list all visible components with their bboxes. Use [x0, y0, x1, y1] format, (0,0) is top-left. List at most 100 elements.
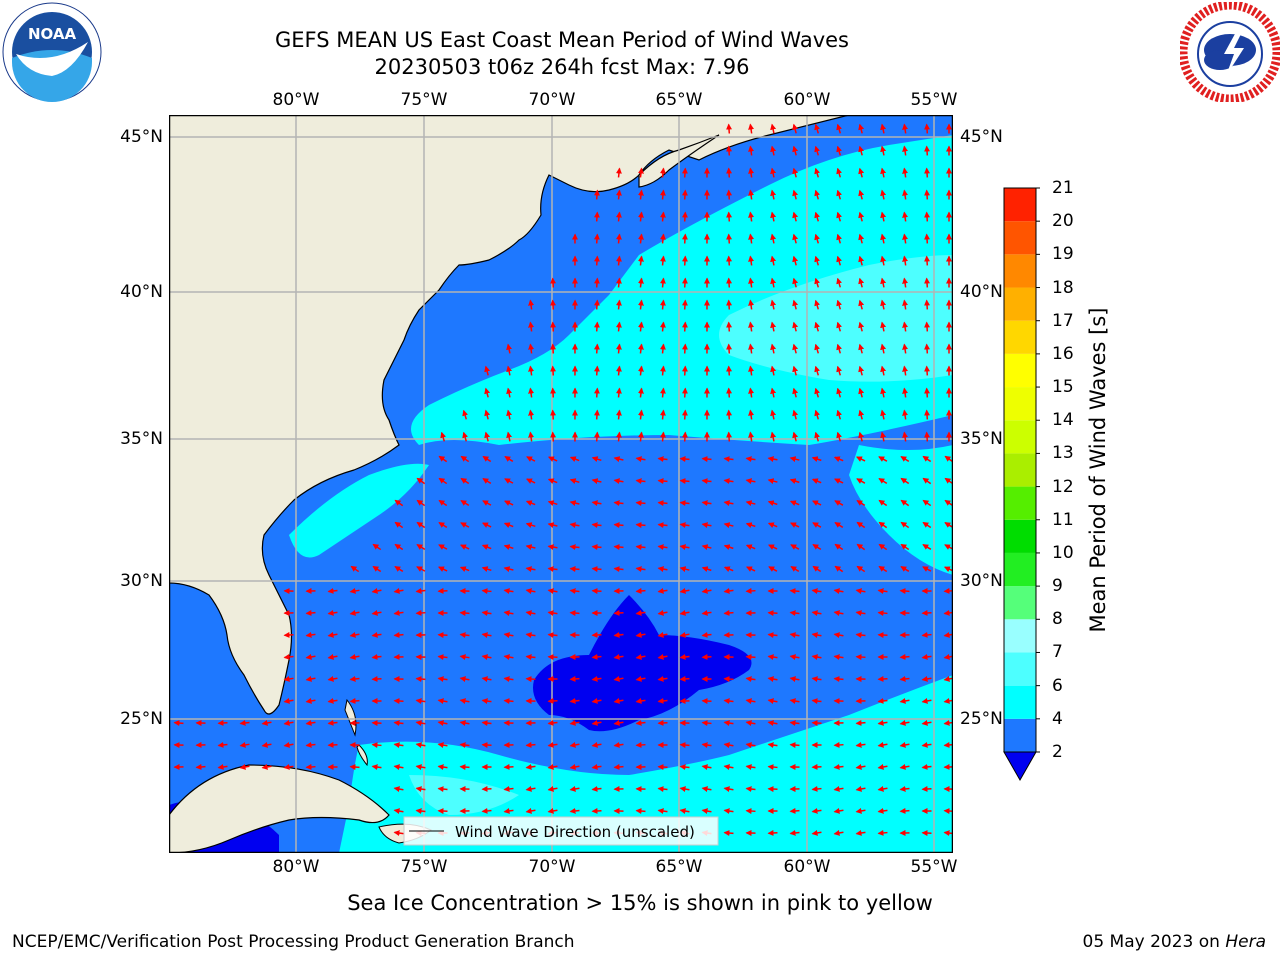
wave-direction-arrow [503, 610, 514, 617]
wave-direction-arrow [701, 764, 712, 771]
wave-direction-arrow [770, 123, 777, 134]
wave-direction-arrow [657, 544, 668, 551]
wave-direction-arrow [748, 123, 755, 134]
cyan-region-south-light [409, 775, 519, 815]
wave-direction-arrow [460, 500, 470, 506]
wave-direction-arrow [569, 697, 580, 704]
wave-direction-arrow [393, 742, 404, 749]
wave-direction-arrow [878, 499, 888, 507]
wave-direction-arrow [858, 233, 865, 244]
wave-direction-arrow [593, 387, 600, 398]
wave-direction-arrow [899, 697, 910, 704]
wave-direction-arrow [943, 587, 953, 594]
wave-direction-arrow [525, 676, 536, 683]
wave-direction-arrow [569, 588, 580, 595]
wave-direction-arrow [855, 741, 866, 748]
wave-direction-arrow [459, 632, 470, 639]
wave-direction-arrow [459, 764, 470, 771]
wave-direction-arrow [701, 808, 712, 815]
colorbar-cell [1004, 287, 1036, 321]
wave-direction-arrow [834, 565, 844, 573]
wave-direction-arrow [679, 544, 690, 551]
wave-direction-arrow [858, 255, 865, 266]
wave-direction-arrow [503, 566, 514, 573]
wave-direction-arrow [701, 720, 712, 727]
wave-direction-arrow [770, 321, 777, 332]
wave-direction-arrow [217, 741, 228, 748]
wave-direction-arrow [681, 167, 688, 178]
wave-direction-arrow [615, 233, 622, 244]
wave-direction-arrow [855, 807, 866, 814]
wave-direction-arrow [789, 654, 800, 661]
colorbar-label: Mean Period of Wind Waves [s] [1086, 307, 1110, 633]
wave-direction-arrow [261, 741, 272, 748]
wave-direction-arrow [635, 697, 646, 704]
wave-direction-arrow [726, 321, 733, 332]
wave-direction-arrow [792, 431, 799, 442]
wave-direction-arrow [834, 500, 844, 506]
wave-direction-arrow [637, 167, 644, 178]
wave-direction-arrow [613, 653, 624, 660]
wave-direction-arrow [899, 763, 910, 770]
wave-direction-arrow [836, 277, 843, 288]
wave-direction-arrow [767, 610, 778, 617]
wave-direction-arrow [770, 167, 777, 178]
wave-direction-arrow [921, 697, 932, 704]
wave-direction-arrow [767, 500, 778, 507]
wave-direction-arrow [482, 478, 492, 484]
wave-direction-arrow [811, 829, 822, 836]
wave-direction-arrow [789, 698, 800, 705]
wave-direction-arrow [902, 233, 909, 244]
wave-direction-arrow [767, 654, 778, 661]
colorbar-tick-label: 17 [1052, 310, 1074, 331]
wave-direction-arrow [811, 478, 822, 484]
wave-direction-arrow [745, 808, 756, 815]
wave-direction-arrow [372, 565, 382, 573]
cyan-region-north-light [719, 255, 953, 382]
wave-direction-arrow [748, 167, 755, 178]
lat-label-right: 30°N [960, 571, 1003, 591]
wave-direction-arrow [393, 587, 404, 594]
wave-direction-arrow [349, 764, 360, 771]
wave-direction-arrow [615, 167, 622, 178]
wave-direction-arrow [770, 343, 777, 354]
wave-direction-arrow [547, 588, 558, 595]
wave-direction-arrow [899, 719, 910, 726]
chart-subtitle: 20230503 t06z 264h fcst Max: 7.96 [374, 55, 750, 79]
colorbar-tick-label: 2 [1052, 742, 1063, 762]
wave-direction-arrow [681, 277, 688, 288]
wave-direction-arrow [924, 123, 931, 134]
wave-direction-arrow [679, 675, 690, 682]
colorbar-cell [1004, 586, 1036, 620]
wave-direction-arrow [858, 277, 865, 288]
wave-direction-arrow [217, 763, 228, 770]
wave-direction-arrow [748, 255, 755, 266]
wave-direction-arrow [767, 742, 778, 749]
colorbar-cell [1004, 652, 1036, 686]
wave-direction-arrow [701, 456, 712, 463]
wave-direction-arrow [924, 299, 931, 310]
lon-label-bottom: 70°W [528, 857, 576, 877]
wave-direction-arrow [637, 431, 644, 442]
wave-direction-arrow [814, 343, 821, 354]
wave-direction-arrow [569, 478, 580, 485]
wave-direction-arrow [877, 697, 888, 704]
wave-direction-arrow [792, 387, 799, 398]
wave-direction-arrow [615, 255, 622, 266]
footer-date: 05 May 2023 on Hera [1083, 932, 1267, 952]
wave-direction-arrow [593, 255, 600, 266]
wave-direction-arrow [503, 763, 514, 770]
wave-direction-arrow [745, 698, 756, 705]
wave-direction-arrow [613, 522, 624, 529]
wave-direction-arrow [460, 544, 470, 550]
wave-direction-arrow [900, 543, 910, 551]
wave-direction-arrow [770, 189, 777, 200]
wave-direction-arrow [528, 409, 535, 420]
wave-direction-arrow [833, 456, 844, 462]
wave-direction-arrow [745, 456, 756, 463]
wave-direction-arrow [635, 500, 646, 507]
lat-label-right: 25°N [960, 709, 1003, 729]
wave-direction-arrow [767, 456, 778, 463]
wave-direction-arrow [349, 609, 360, 616]
wave-direction-arrow [880, 211, 887, 222]
